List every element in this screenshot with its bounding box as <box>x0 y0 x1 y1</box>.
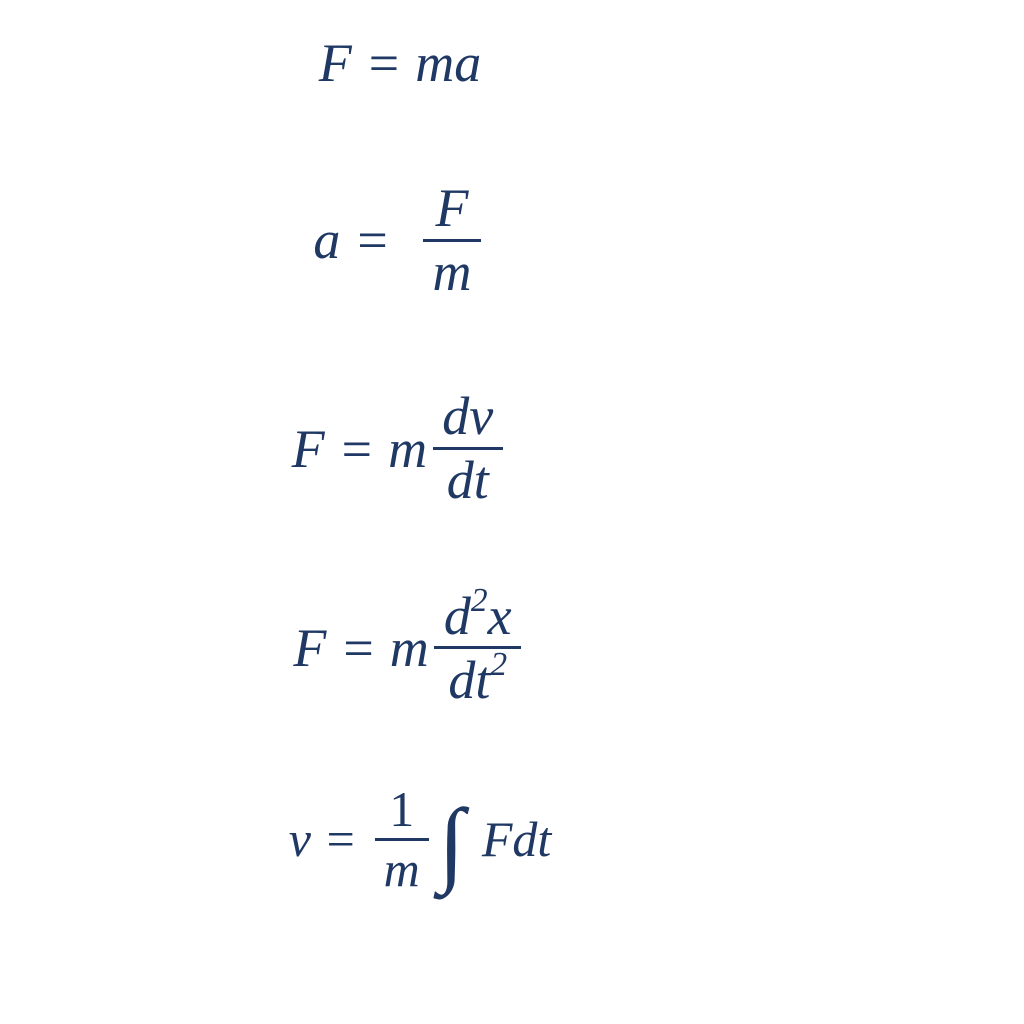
equation-force-d2xdt2: F = m d2x dt2 <box>165 587 655 709</box>
fraction-bar <box>434 646 521 649</box>
fraction-F-over-m: F m <box>423 180 481 300</box>
denominator: m <box>375 843 429 896</box>
integrand: Fdt <box>469 810 551 868</box>
denominator: m <box>423 244 481 301</box>
denominator: dt2 <box>439 651 517 709</box>
var-a: a <box>313 209 340 271</box>
var-a: a <box>454 32 481 94</box>
op-equals: = <box>325 418 388 480</box>
fraction-d2x-dt2: d2x dt2 <box>434 587 521 709</box>
var-m: m <box>390 617 429 679</box>
denominator: dt <box>437 452 498 509</box>
integral: ∫ Fdt <box>434 801 551 877</box>
equation-force-dvdt: F = m dv dt <box>165 388 635 508</box>
var-m: m <box>415 32 454 94</box>
numerator: dv <box>433 388 503 445</box>
equation-accel: a = F m <box>185 180 615 300</box>
equations-page: F = ma a = F m F = m dv dt F = m d2x <box>0 0 1024 1024</box>
var-m: m <box>388 418 427 480</box>
numerator: F <box>426 180 478 237</box>
equation-newton2: F = ma <box>185 32 615 94</box>
fraction-1-over-m: 1 m <box>375 783 429 895</box>
var-v: v <box>289 810 311 868</box>
superscript-2: 2 <box>471 582 488 619</box>
var-F: F <box>292 418 325 480</box>
op-equals: = <box>352 32 415 94</box>
op-equals: = <box>311 810 370 868</box>
equation-impulse-velocity: v = 1 m ∫ Fdt <box>185 783 655 895</box>
op-equals: = <box>326 617 389 679</box>
superscript-2: 2 <box>490 646 507 683</box>
var-F: F <box>293 617 326 679</box>
numerator: d2x <box>434 587 521 645</box>
numerator: 1 <box>380 783 423 836</box>
fraction-dv-dt: dv dt <box>433 388 503 508</box>
op-equals: = <box>340 209 403 271</box>
integral-sign: ∫ <box>434 804 470 880</box>
var-F: F <box>319 32 352 94</box>
